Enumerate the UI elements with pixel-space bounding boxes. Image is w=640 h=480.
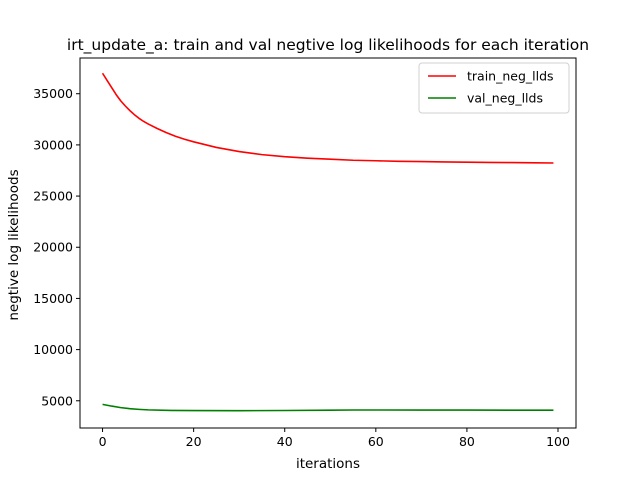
x-tick-label: 80: [459, 434, 475, 449]
x-tick-label: 20: [186, 434, 202, 449]
series-line-train: [101, 72, 554, 164]
y-tick-label: 20000: [33, 240, 73, 255]
chart-title: irt_update_a: train and val negtive log …: [67, 36, 589, 55]
legend: train_neg_llds val_neg_llds: [418, 62, 570, 114]
y-tick-label: 5000: [41, 393, 73, 408]
x-tick-label: 0: [99, 434, 107, 449]
series-layer: [101, 72, 554, 412]
y-tick-label: 30000: [33, 137, 73, 152]
y-tick-label: 10000: [33, 342, 73, 357]
plot-frame: [79, 57, 577, 429]
legend-label-val: val_neg_llds: [467, 91, 543, 106]
x-axis-ticks: 0 20 40 60 80 100: [99, 428, 570, 449]
legend-label-train: train_neg_llds: [467, 69, 554, 84]
legend-box: [418, 62, 570, 114]
y-axis-ticks: 5000 10000 15000 20000 25000 30000 35000: [33, 86, 80, 408]
y-tick-label: 25000: [33, 189, 73, 204]
y-tick-label: 35000: [33, 86, 73, 101]
x-axis-label: iterations: [296, 456, 360, 472]
x-tick-label: 40: [277, 434, 293, 449]
x-tick-label: 100: [546, 434, 570, 449]
x-tick-label: 60: [368, 434, 384, 449]
y-tick-label: 15000: [33, 291, 73, 306]
series-line-val: [102, 403, 554, 412]
y-axis-label: negtive log likelihoods: [6, 169, 22, 320]
